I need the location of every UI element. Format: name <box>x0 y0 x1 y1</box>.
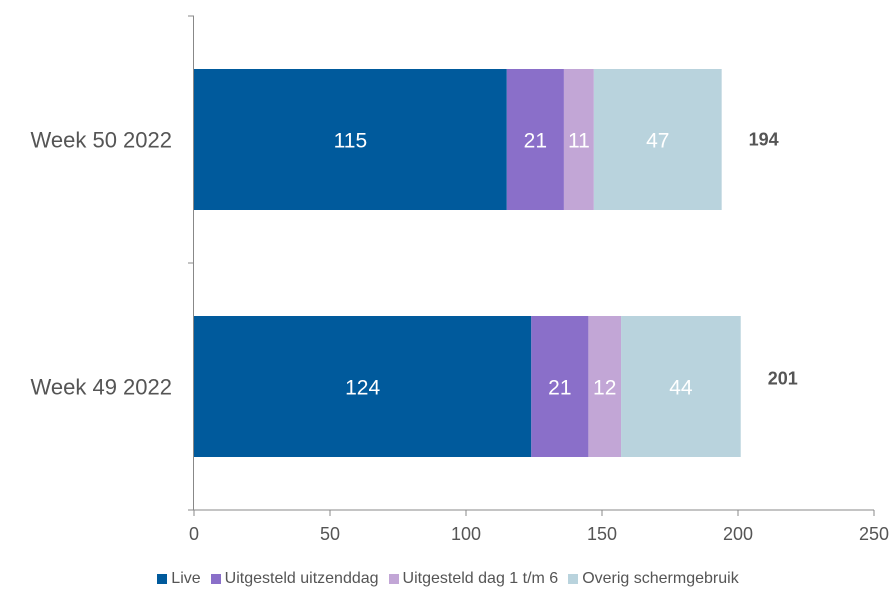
legend-swatch <box>568 574 579 584</box>
legend-item: Live <box>157 570 201 588</box>
legend-swatch <box>388 574 399 584</box>
x-tick-label: 50 <box>320 524 340 544</box>
legend-label: Live <box>171 570 201 587</box>
legend-label: Uitgesteld dag 1 t/m 6 <box>402 570 559 587</box>
legend-label: Uitgesteld uitzenddag <box>224 570 379 587</box>
bar-segment <box>194 69 507 210</box>
x-tick-label: 100 <box>451 524 481 544</box>
legend-item: Overig schermgebruik <box>568 570 739 588</box>
bar-segment <box>593 69 722 210</box>
bar-segment <box>531 316 589 457</box>
bar-segment <box>194 316 532 457</box>
data-label: 11 <box>568 130 590 153</box>
data-label: 12 <box>593 377 616 400</box>
legend-item: Uitgesteld uitzenddag <box>210 570 379 588</box>
category-label: Week 50 2022 <box>31 128 172 153</box>
legend-item: Uitgesteld dag 1 t/m 6 <box>388 570 559 588</box>
legend-label: Overig schermgebruik <box>582 570 739 587</box>
bar-segment <box>588 316 622 457</box>
chart: 0 50 100 150 200 250 Week 50 2022 115 21 11 47 194 W… <box>31 15 889 544</box>
total-label: 201 <box>768 369 798 389</box>
x-tick-label: 150 <box>587 524 617 544</box>
bar-segment <box>506 69 564 210</box>
legend-swatch <box>157 574 168 584</box>
legend-swatch <box>210 574 221 584</box>
data-label: 47 <box>646 130 669 153</box>
data-label: 21 <box>524 130 547 153</box>
data-label: 124 <box>345 377 380 400</box>
x-tick-label: 250 <box>859 524 889 544</box>
bar-segment <box>621 316 741 457</box>
data-label: 44 <box>669 377 693 400</box>
legend: Live Uitgesteld uitzenddag Uitgesteld dag … <box>0 568 896 590</box>
data-label: 115 <box>334 130 367 153</box>
total-label: 194 <box>749 130 779 150</box>
x-tick-label: 0 <box>189 524 199 544</box>
data-label: 21 <box>548 377 571 400</box>
bar-segment <box>563 69 594 210</box>
category-label: Week 49 2022 <box>31 375 172 400</box>
x-tick-label: 200 <box>723 524 753 544</box>
